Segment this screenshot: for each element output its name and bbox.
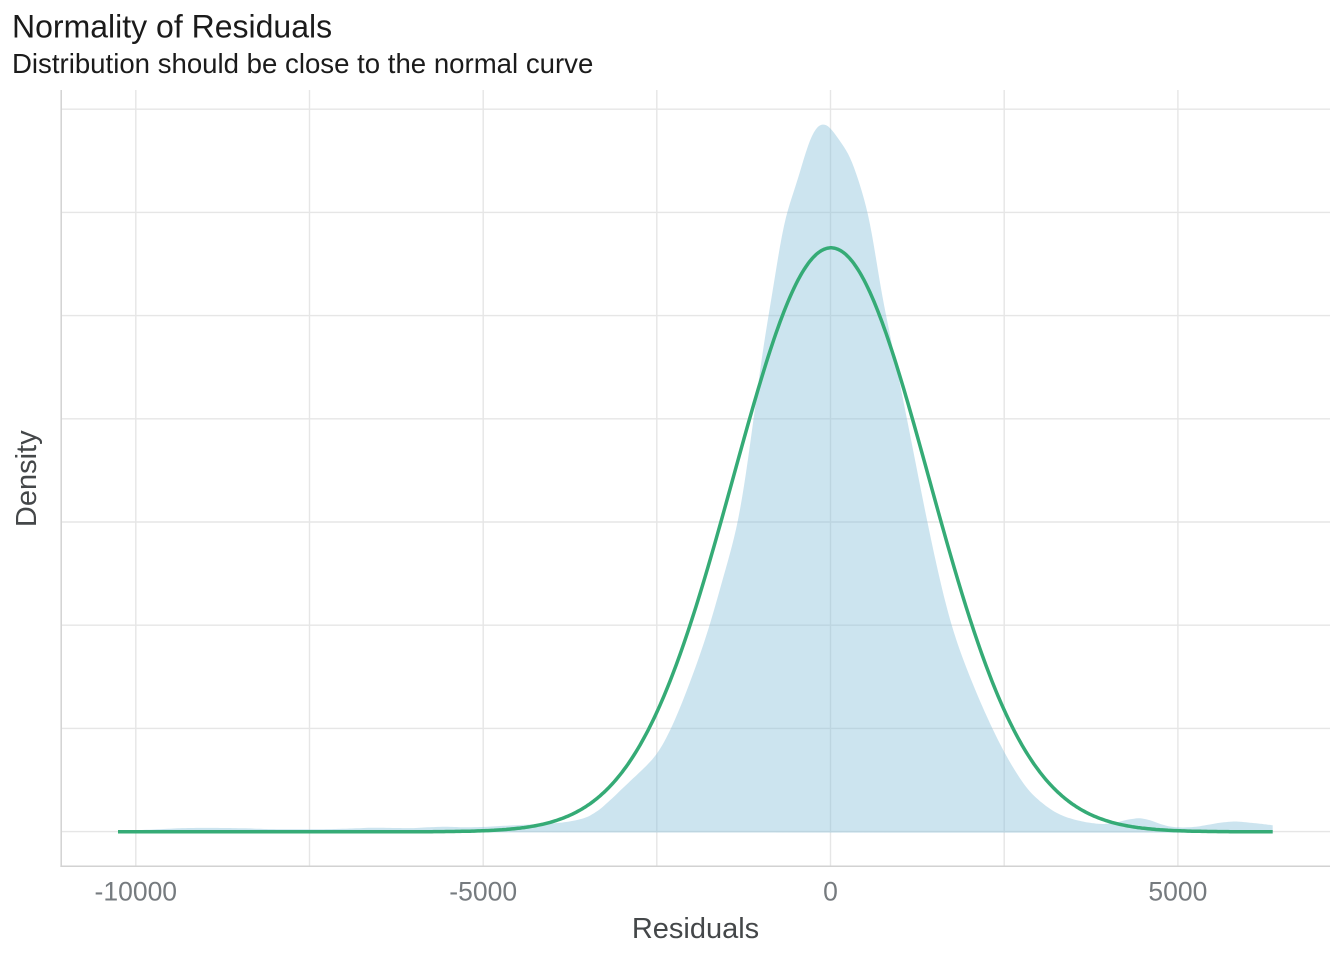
svg-text:5000: 5000 <box>1148 876 1207 906</box>
svg-text:0: 0 <box>823 876 838 906</box>
svg-text:-5000: -5000 <box>449 876 517 906</box>
svg-text:Residuals: Residuals <box>632 913 759 945</box>
svg-text:-10000: -10000 <box>95 876 178 906</box>
svg-text:Normality of Residuals: Normality of Residuals <box>12 9 332 45</box>
svg-text:Density: Density <box>11 430 43 527</box>
svg-text:Distribution should be close t: Distribution should be close to the norm… <box>12 48 593 79</box>
